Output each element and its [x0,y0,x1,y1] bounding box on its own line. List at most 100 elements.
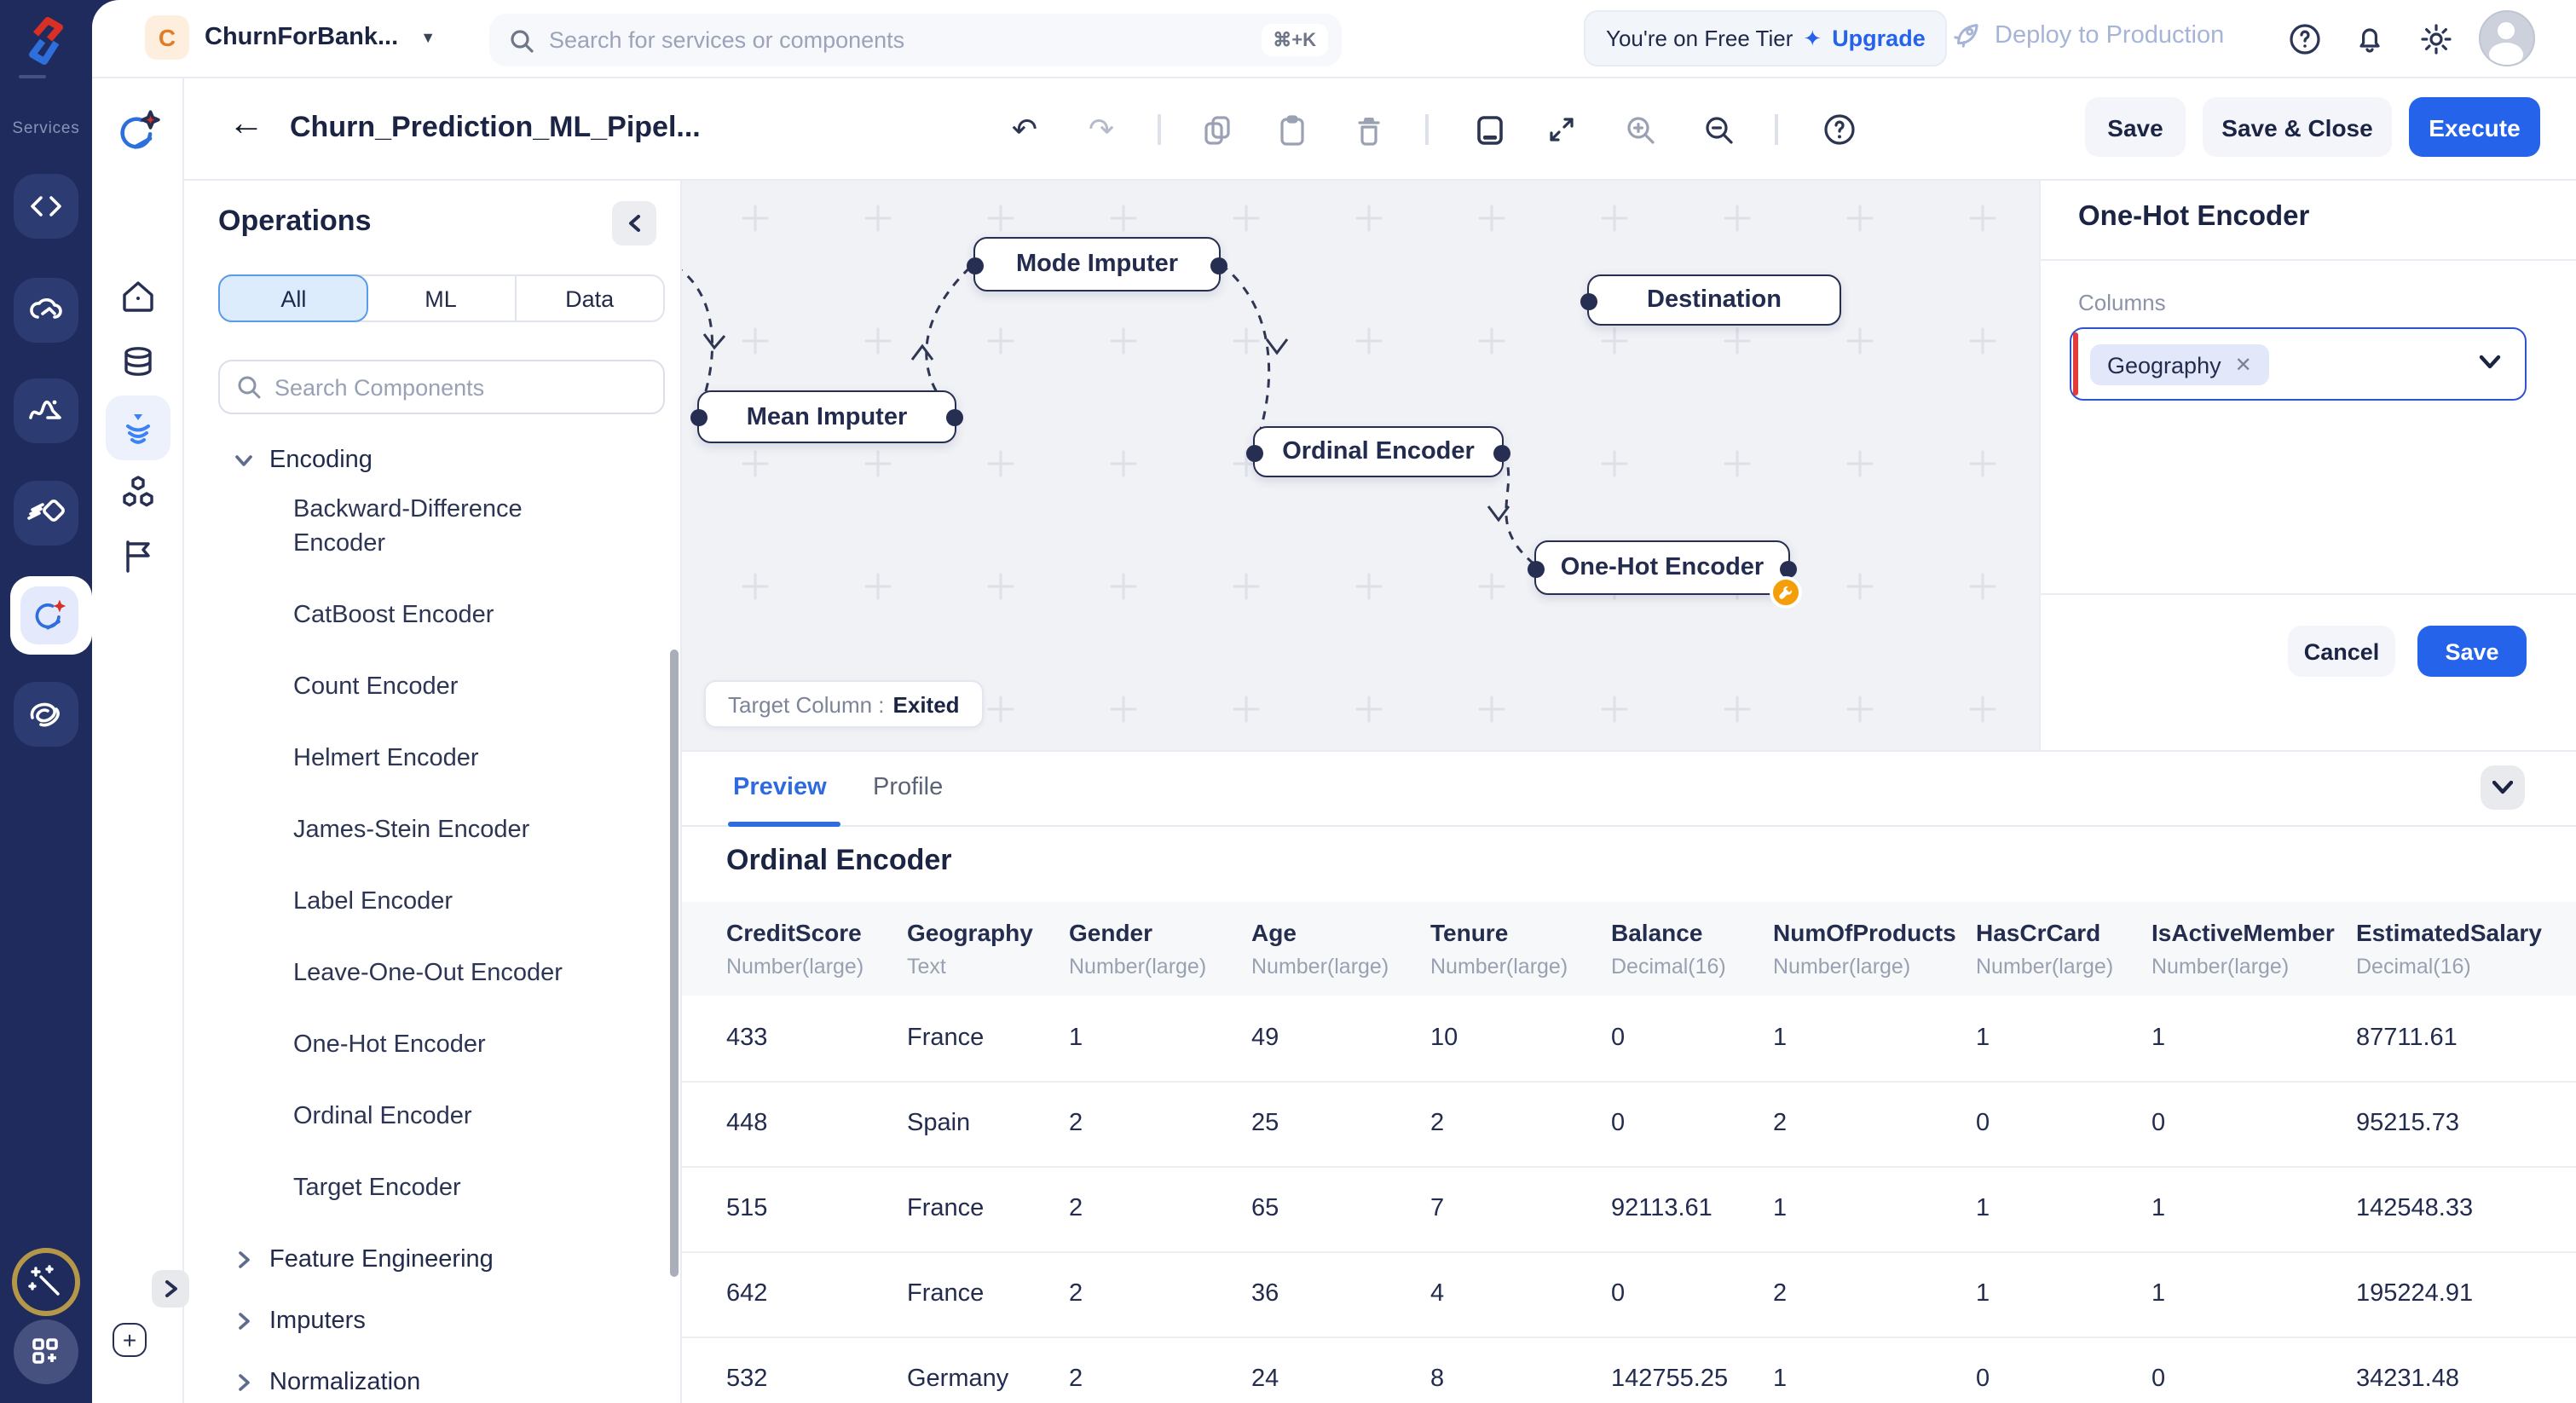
service-active-item[interactable] [10,576,92,655]
component-item[interactable]: Ordinal Encoder [293,1103,472,1130]
columns-multiselect[interactable]: Geography ✕ [2070,327,2527,401]
output-port[interactable] [946,409,963,426]
output-port[interactable] [1780,561,1797,578]
output-port[interactable] [1493,445,1510,462]
cloud-icon [27,293,65,327]
component-item[interactable]: James-Stein Encoder [293,817,530,844]
sidebar-expand-button[interactable] [152,1270,189,1308]
column-header[interactable]: CreditScore Number(large) [682,902,907,996]
column-header[interactable]: Balance Decimal(16) [1611,902,1773,996]
component-item[interactable]: Count Encoder [293,673,459,701]
input-port[interactable] [1246,445,1263,462]
save-and-close-button[interactable]: Save & Close [2203,97,2392,157]
zoom-out-button[interactable] [1701,113,1736,147]
column-header[interactable]: Age Number(large) [1251,902,1430,996]
service-swirl-button[interactable] [14,682,78,747]
toggle-bottom-panel-button[interactable] [1473,113,1507,147]
tree-group-normalization[interactable]: Normalization [184,1365,680,1400]
output-port[interactable] [1210,257,1227,274]
operations-scrollbar[interactable] [670,650,679,1277]
input-port[interactable] [1580,293,1597,310]
column-header[interactable]: NumOfProducts Number(large) [1773,902,1976,996]
input-port[interactable] [1528,561,1545,578]
component-item[interactable]: One-Hot Encoder [293,1031,486,1059]
upgrade-link[interactable]: Upgrade [1832,26,1926,51]
service-cloud-button[interactable] [14,278,78,343]
nav-home[interactable] [106,264,170,329]
service-code-button[interactable] [14,174,78,239]
service-integrations-button[interactable] [14,481,78,546]
notifications-button[interactable] [2353,22,2387,56]
execute-button[interactable]: Execute [2409,97,2540,157]
apps-button[interactable] [14,1319,78,1384]
collapse-operations-button[interactable] [612,201,656,245]
table-cell: 4 [1430,1251,1611,1337]
zoom-in-button[interactable] [1623,113,1657,147]
node-mean-imputer[interactable]: Mean Imputer [690,390,963,443]
remove-chip-button[interactable]: ✕ [2234,353,2252,377]
fit-view-button[interactable] [1545,113,1579,147]
pipeline-title: Churn_Prediction_ML_Pipel... [290,111,701,143]
table-cell: 142755.25 [1611,1337,1773,1403]
tab-preview[interactable]: Preview [733,774,827,801]
tab-data[interactable]: Data [565,286,615,311]
node-label: One-Hot Encoder [1560,554,1765,581]
nav-pipelines-active[interactable] [106,395,170,460]
tree-group-encoding[interactable]: Encoding [184,443,680,477]
column-header[interactable]: IsActiveMember Number(large) [2151,902,2356,996]
redo-button[interactable]: ↷ [1084,113,1118,147]
nav-flags[interactable] [106,523,170,588]
component-item[interactable]: Target Encoder [293,1175,461,1202]
inspector-save-button[interactable]: Save [2417,626,2527,677]
table-cell: France [907,996,1069,1082]
paste-button[interactable] [1275,113,1309,147]
table-row: 448 Spain 2 25 2 0 2 0 0 95215.73 [682,1081,2576,1167]
node-one-hot-encoder[interactable]: One-Hot Encoder [1528,540,1802,609]
undo-icon: ↶ [1011,113,1038,147]
operations-filter-tabs: All ML Data [218,274,665,322]
input-port[interactable] [967,257,984,274]
component-item[interactable]: CatBoost Encoder [293,602,494,629]
node-destination[interactable]: Destination [1580,274,1841,326]
workspace-switcher[interactable]: C ChurnForBank... ▼ [145,15,436,60]
column-header[interactable]: Gender Number(large) [1069,902,1251,996]
component-item[interactable]: Leave-One-Out Encoder [293,960,563,987]
node-ordinal-encoder[interactable]: Ordinal Encoder [1246,426,1510,477]
column-header[interactable]: Geography Text [907,902,1069,996]
service-flow-button[interactable] [14,378,78,443]
user-avatar[interactable] [2479,10,2535,66]
help-button[interactable] [2288,22,2322,56]
configure-badge[interactable] [1770,576,1802,609]
delete-button[interactable] [1352,113,1386,147]
component-item[interactable]: Backward-Difference Encoder [293,496,523,557]
column-header[interactable]: Tenure Number(large) [1430,902,1611,996]
pipeline-canvas[interactable]: Mean Imputer Mode Imputer Destination Or… [682,181,2039,750]
undo-button[interactable]: ↶ [1008,113,1042,147]
node-mode-imputer[interactable]: Mode Imputer [967,237,1227,292]
component-item[interactable]: Helmert Encoder [293,745,479,772]
tab-profile[interactable]: Profile [873,774,944,801]
tab-all[interactable]: All [218,274,369,322]
tab-ml[interactable]: ML [367,276,517,320]
column-header[interactable]: HasCrCard Number(large) [1976,902,2151,996]
cancel-button[interactable]: Cancel [2288,626,2395,677]
settings-button[interactable] [2419,22,2453,56]
canvas-help-button[interactable] [1822,113,1857,147]
column-header[interactable]: EstimatedSalary Decimal(16) [2356,902,2576,996]
tree-group-imputers[interactable]: Imputers [184,1304,680,1338]
deploy-to-production-button[interactable]: Deploy to Production [1952,20,2224,49]
app-home-logo-button[interactable] [106,99,170,164]
copy-button[interactable] [1200,113,1234,147]
back-button[interactable]: ← [228,104,264,143]
component-search-input[interactable]: Search Components [218,360,665,414]
global-search-input[interactable]: Search for services or components ⌘+K [489,14,1342,66]
tree-group-feature-engineering[interactable]: Feature Engineering [184,1243,680,1277]
component-item[interactable]: Label Encoder [293,888,453,915]
save-button[interactable]: Save [2085,97,2186,157]
nav-models[interactable] [106,460,170,525]
nav-datasets[interactable] [106,331,170,395]
assistant-button[interactable] [12,1248,80,1316]
add-module-button[interactable]: + [113,1323,147,1357]
collapse-preview-button[interactable] [2481,765,2525,810]
input-port[interactable] [690,409,708,426]
